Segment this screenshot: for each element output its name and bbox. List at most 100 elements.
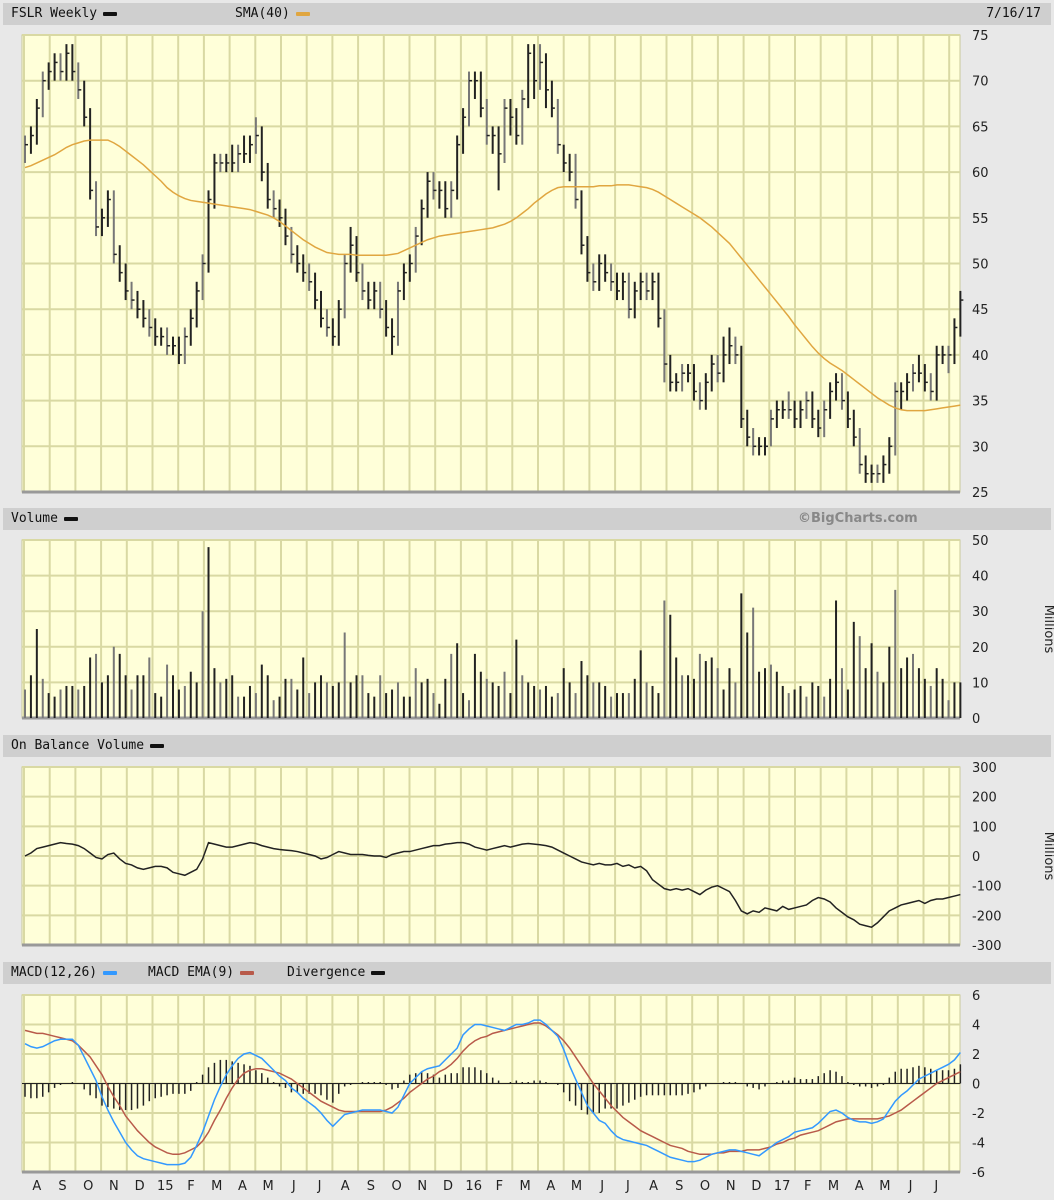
macd-ytick-label: -4: [972, 1137, 985, 1152]
price-bar: [515, 108, 520, 145]
price-bar: [444, 181, 449, 218]
price-bar: [100, 208, 105, 237]
x-tick-label: J: [317, 1179, 322, 1194]
price-bar: [592, 263, 597, 291]
price-bar: [254, 117, 259, 154]
price-bar: [858, 428, 863, 474]
x-tick-label: A: [341, 1179, 350, 1194]
x-tick-label: M: [828, 1179, 839, 1194]
x-tick-label: D: [135, 1179, 145, 1194]
price-ytick-label: 65: [972, 120, 989, 135]
x-tick-label: A: [238, 1179, 247, 1194]
x-tick-label: D: [443, 1179, 453, 1194]
price-bar: [888, 437, 893, 474]
price-bar: [166, 327, 171, 355]
price-bar: [260, 126, 265, 182]
ema-legend: MACD EMA(9): [148, 962, 255, 984]
price-bar: [728, 327, 733, 365]
price-bar: [574, 153, 579, 209]
macd-label: MACD(12,26): [11, 965, 98, 980]
price-bar: [248, 135, 253, 163]
price-bar: [947, 345, 952, 374]
price-bar: [231, 144, 236, 173]
obv-ytick-label: 100: [972, 820, 997, 835]
price-swatch: [103, 11, 118, 16]
price-bar: [497, 126, 502, 191]
macd-legend: MACD(12,26): [11, 962, 118, 984]
x-tick-label: F: [496, 1179, 503, 1194]
price-bar: [83, 80, 88, 127]
price-bar: [95, 181, 100, 237]
price-bar: [379, 281, 384, 319]
obv-label: On Balance Volume: [11, 738, 145, 753]
price-bar: [817, 409, 822, 438]
x-tick-label: N: [109, 1179, 119, 1194]
x-tick-label: M: [262, 1179, 273, 1194]
volume-label: Volume: [11, 511, 58, 526]
price-bar: [219, 153, 224, 173]
price-bar: [408, 254, 413, 282]
x-tick-label: J: [933, 1179, 938, 1194]
divergence-label: Divergence: [287, 965, 366, 980]
price-bar: [675, 373, 680, 392]
x-tick-label: A: [649, 1179, 658, 1194]
price-bar: [154, 318, 159, 346]
x-tick-label: A: [32, 1179, 41, 1194]
price-bar: [290, 226, 295, 264]
macd-line: [24, 1019, 961, 1166]
price-bar: [491, 126, 496, 154]
price-bar: [906, 373, 911, 401]
volume-legend: Volume: [11, 508, 78, 530]
ema-label: MACD EMA(9): [148, 965, 235, 980]
price-bar: [527, 44, 532, 109]
price-bar: [479, 71, 484, 118]
macd-panel-header: MACD(12,26) MACD EMA(9) Divergence: [3, 962, 1051, 984]
price-bar: [136, 290, 141, 319]
price-bar: [698, 382, 703, 410]
price-bar: [402, 263, 407, 301]
price-bar: [438, 181, 443, 209]
price-bar: [53, 53, 58, 81]
price-bar: [740, 345, 745, 429]
price-bar: [432, 172, 437, 200]
price-ytick-label: 30: [972, 440, 989, 455]
x-tick-label: A: [546, 1179, 555, 1194]
obv-ytick-label: -300: [972, 939, 1002, 954]
price-bar: [846, 391, 851, 429]
x-tick-label: J: [599, 1179, 604, 1194]
price-bar: [775, 400, 780, 429]
price-bar: [106, 190, 111, 227]
price-bar: [586, 236, 591, 282]
price-bar: [533, 44, 538, 99]
sma-legend: SMA(40): [235, 3, 310, 25]
macd-ytick-label: 2: [972, 1048, 980, 1063]
price-bar: [130, 281, 135, 310]
price-bar: [752, 428, 757, 456]
x-tick-label: M: [519, 1179, 530, 1194]
x-tick-label: S: [367, 1179, 375, 1194]
x-tick-label: F: [187, 1179, 194, 1194]
price-bar: [225, 153, 230, 173]
price-bar: [396, 281, 401, 346]
price-ytick-label: 35: [972, 395, 989, 410]
price-bar: [24, 135, 28, 163]
price-ytick-label: 70: [972, 75, 989, 90]
price-bar: [627, 272, 632, 319]
price-bar: [764, 437, 768, 456]
price-bar: [687, 364, 692, 383]
volume-ylabel: Millions: [1041, 605, 1054, 654]
x-tick-label: N: [417, 1179, 427, 1194]
obv-swatch: [150, 743, 165, 748]
price-bar: [172, 336, 176, 355]
price-bar: [544, 53, 549, 109]
price-panel-header: FSLR Weekly SMA(40) 7/16/17: [3, 3, 1051, 25]
price-bar: [468, 71, 472, 127]
price-bar: [456, 135, 461, 200]
x-tick-label: F: [804, 1179, 811, 1194]
price-bar: [793, 400, 798, 429]
price-bar: [462, 108, 467, 154]
price-bar: [124, 263, 129, 301]
price-bar: [953, 318, 958, 365]
x-tick-label: M: [571, 1179, 582, 1194]
